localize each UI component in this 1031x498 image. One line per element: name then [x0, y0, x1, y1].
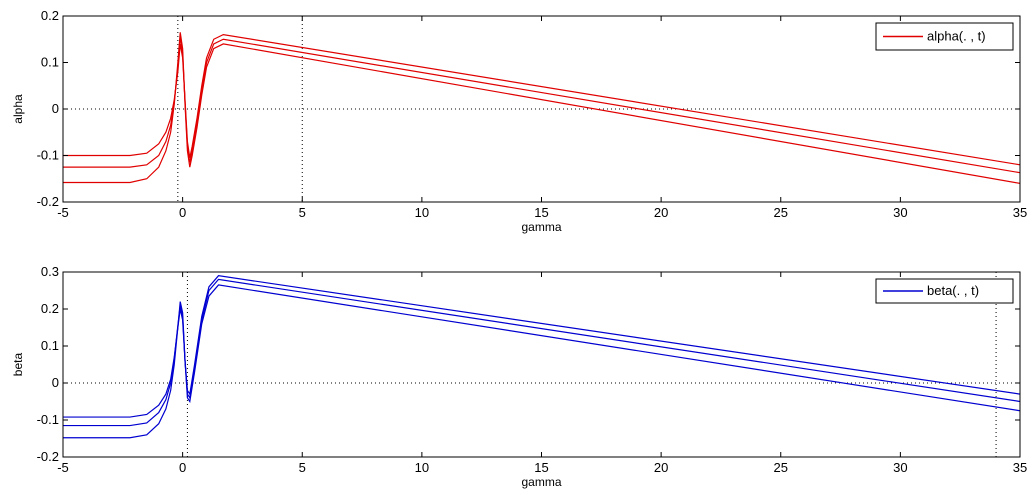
x-tick-label: 35 [1013, 460, 1027, 475]
x-tick-label: 0 [179, 460, 186, 475]
x-tick-label: 35 [1013, 205, 1027, 220]
x-tick-label: 25 [774, 205, 788, 220]
y-tick-label: 0.1 [41, 338, 59, 353]
y-tick-label: 0.3 [41, 264, 59, 279]
legend: beta(. , t) [875, 278, 1014, 304]
x-tick-label: 30 [893, 460, 907, 475]
series-line-2 [63, 278, 1021, 427]
series-line-3 [63, 32, 1021, 184]
beta-panel: -5 0 5 10 15 20 25 30 35 -0.2 -0.1 0 0.1 0.2 0.3 gamma b… [11, 264, 1027, 489]
x-tick-label: 20 [654, 205, 668, 220]
y-tick-label: -0.2 [37, 449, 59, 464]
x-tick-label: 25 [774, 460, 788, 475]
x-tick-label: 15 [534, 205, 548, 220]
y-axis-label: beta [11, 352, 25, 376]
legend-label: beta(. , t) [927, 283, 979, 298]
y-tick-label: 0.2 [41, 8, 59, 23]
x-tick-label: -5 [57, 460, 69, 475]
y-tick-label: 0 [52, 101, 59, 116]
series-line-1 [63, 275, 1021, 418]
x-tick-label: 20 [654, 460, 668, 475]
x-tick-label: 0 [179, 205, 186, 220]
x-axis-label: gamma [521, 475, 561, 489]
legend-box [875, 278, 1014, 304]
y-tick-label: 0.2 [41, 301, 59, 316]
legend: alpha(. , t) [875, 22, 1014, 51]
y-tick-label: -0.1 [37, 412, 59, 427]
y-axis-label: alpha [11, 94, 25, 124]
x-tick-label: 30 [893, 205, 907, 220]
alpha-panel: -5 0 5 10 15 20 25 30 35 -0.2 -0.1 0 0.1 0.2 gamma alph… [11, 8, 1027, 234]
series-line-3 [63, 284, 1021, 439]
x-tick-label: 5 [299, 205, 306, 220]
plot-area [63, 16, 1020, 202]
x-axis-label: gamma [521, 220, 561, 234]
x-tick-label: 10 [415, 205, 429, 220]
legend-label: alpha(. , t) [927, 29, 986, 44]
y-tick-label: 0.1 [41, 55, 59, 70]
y-tick-label: -0.2 [37, 194, 59, 209]
y-tick-label: 0 [52, 375, 59, 390]
y-tick-label: -0.1 [37, 148, 59, 163]
x-tick-label: -5 [57, 205, 69, 220]
x-tick-label: 15 [534, 460, 548, 475]
x-tick-label: 5 [299, 460, 306, 475]
plot-area [63, 272, 1020, 457]
x-tick-label: 10 [415, 460, 429, 475]
